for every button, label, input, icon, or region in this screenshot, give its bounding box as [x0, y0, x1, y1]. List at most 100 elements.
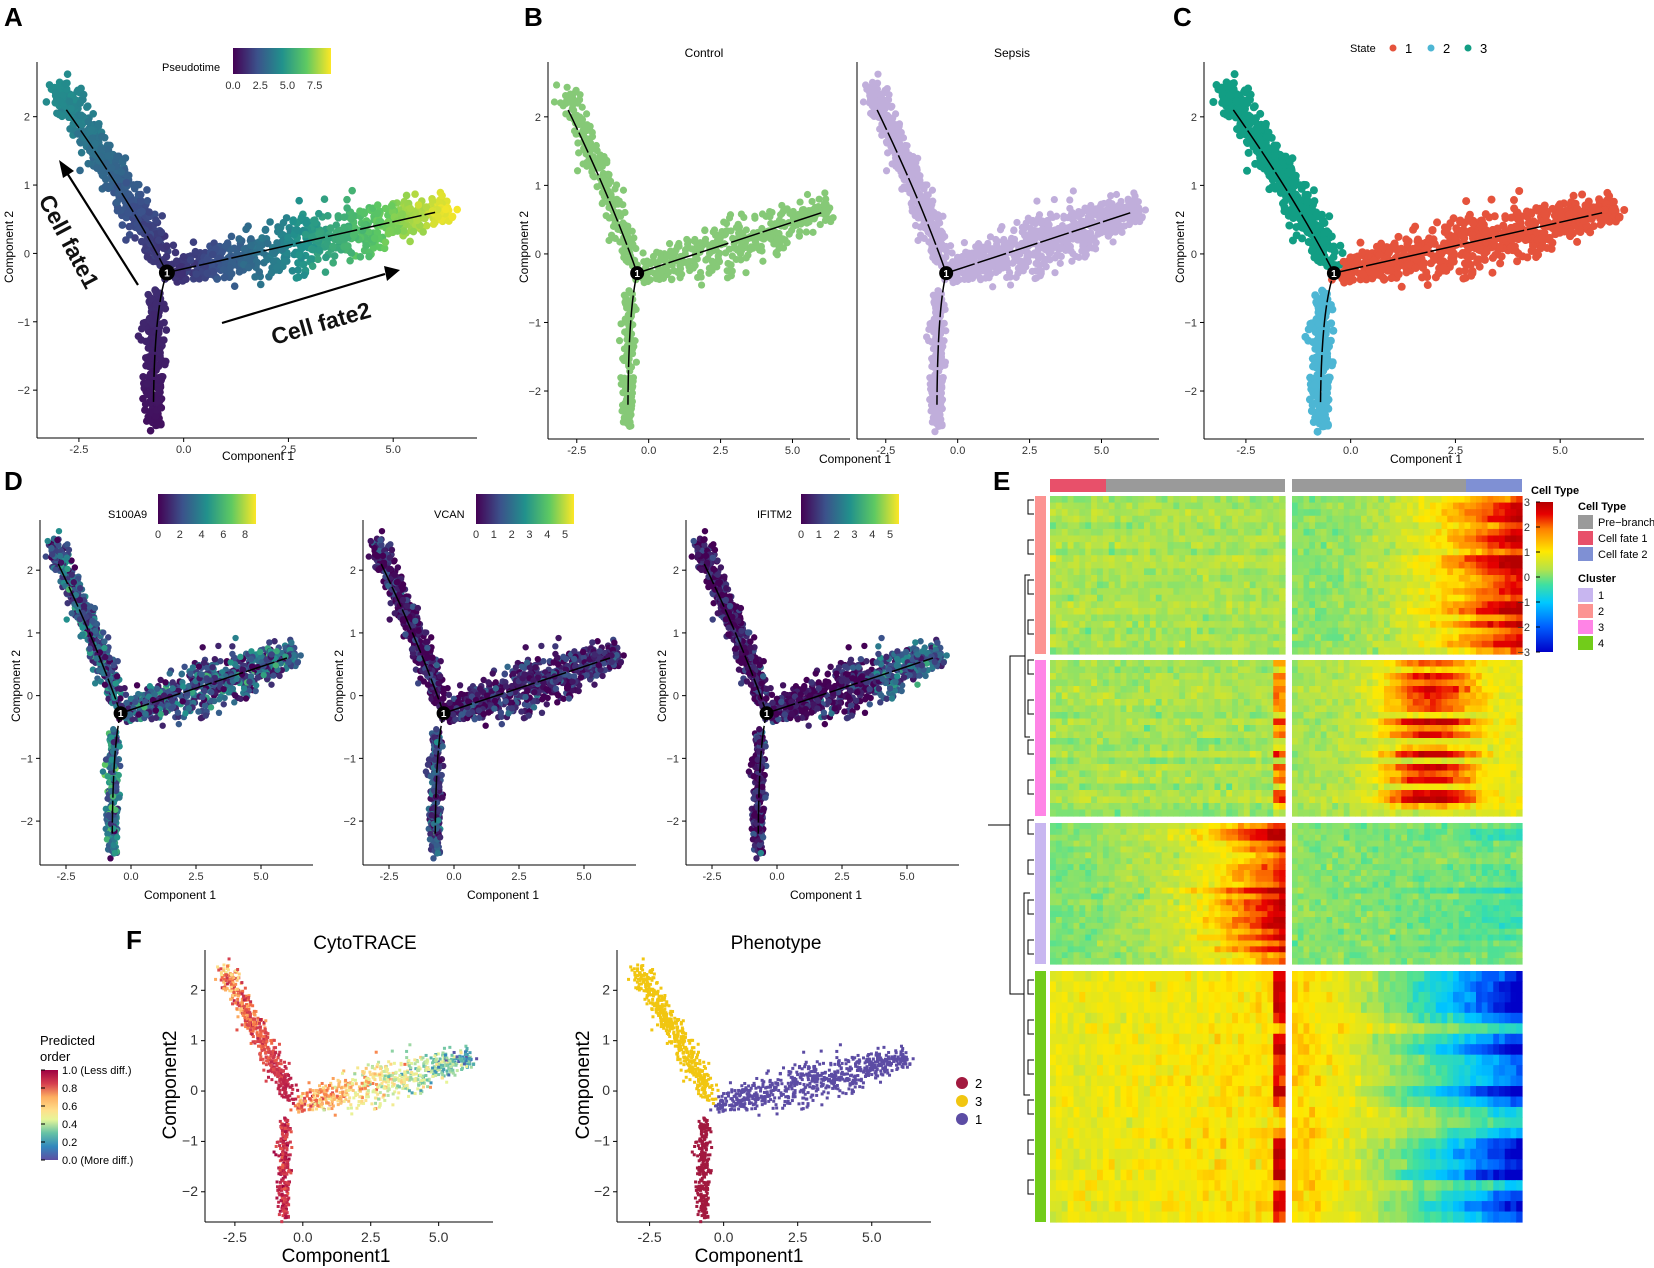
data-point [340, 213, 349, 221]
control-point [605, 214, 613, 222]
state-point [1303, 197, 1312, 206]
sepsis-point [999, 255, 1007, 264]
sepsis-point [942, 253, 950, 261]
state-point [1212, 81, 1221, 90]
sepsis-point [872, 80, 880, 88]
sepsis-point [1131, 192, 1139, 200]
state-point [1481, 210, 1490, 219]
sepsis-point [870, 112, 878, 121]
control-point [627, 422, 635, 430]
data-point [172, 257, 181, 265]
cell-fate2-arrowhead [384, 266, 400, 281]
data-point [121, 154, 130, 162]
sepsis-point [1005, 268, 1014, 277]
state-point [1346, 253, 1355, 262]
state-point [1244, 111, 1253, 120]
state-point [1462, 197, 1471, 206]
state-point [1328, 305, 1337, 314]
state-point [1307, 407, 1316, 416]
data-point [143, 196, 152, 205]
sepsis-point [1035, 261, 1044, 269]
control-point [799, 208, 808, 216]
data-point [227, 232, 236, 241]
state-point [1397, 282, 1406, 291]
state-point [1291, 209, 1300, 218]
data-point [157, 404, 166, 412]
state-point [1465, 244, 1474, 253]
state-point [1329, 253, 1338, 262]
control-point [720, 218, 728, 226]
state-point [1414, 241, 1423, 250]
data-point [131, 234, 139, 242]
data-point [171, 248, 180, 257]
data-point [293, 226, 302, 235]
data-point [323, 212, 332, 220]
state-point [1586, 228, 1595, 237]
data-point [141, 406, 149, 414]
control-point [772, 249, 780, 258]
panel-label-d: D [4, 466, 23, 496]
control-point [809, 228, 817, 236]
state-point [1243, 99, 1252, 108]
control-point [802, 228, 810, 236]
sepsis-point [934, 216, 943, 225]
data-point [230, 282, 239, 290]
state-point [1430, 239, 1439, 248]
sepsis-point [1081, 253, 1089, 261]
sepsis-point [1028, 267, 1036, 275]
state-point [1529, 242, 1538, 251]
data-point [135, 180, 143, 189]
x-tick-label: 0.0 [641, 445, 656, 457]
control-point [626, 407, 634, 415]
data-point [156, 349, 164, 357]
control-point [757, 242, 765, 250]
state-point [1289, 179, 1298, 188]
control-point [615, 197, 623, 205]
state-point [1329, 326, 1338, 335]
control-point [796, 198, 804, 206]
data-point [267, 268, 276, 277]
facet-title-control: Control [685, 46, 724, 60]
data-point [311, 218, 320, 227]
state-point [1573, 237, 1582, 246]
y-tick-label: 2 [24, 112, 30, 124]
control-point [725, 214, 734, 222]
data-point [298, 244, 306, 252]
sepsis-point [1046, 210, 1055, 218]
state-point [1209, 97, 1218, 106]
state-point [1578, 190, 1587, 199]
sepsis-point [925, 208, 933, 216]
state-point [1461, 251, 1470, 260]
data-point [58, 112, 66, 121]
state-point [1244, 148, 1253, 157]
data-point [97, 132, 106, 141]
state-point [1601, 213, 1610, 222]
control-point [632, 305, 640, 314]
sepsis-point [1000, 242, 1008, 250]
state-point [1288, 236, 1297, 245]
state-point [1225, 112, 1234, 121]
state-point [1256, 109, 1265, 118]
panel-b-y-label: Component 2 [517, 211, 531, 283]
sepsis-point [888, 118, 896, 126]
state-point [1320, 421, 1329, 430]
data-point [314, 209, 323, 218]
y-tick-label: 0 [1191, 249, 1197, 261]
data-point [320, 195, 329, 204]
data-point [273, 263, 281, 272]
control-point [733, 246, 742, 254]
state-point [1387, 274, 1396, 283]
sepsis-point [970, 270, 978, 278]
sepsis-point [1050, 195, 1058, 204]
y-tick-label: 1 [24, 180, 30, 192]
state-point [1478, 218, 1487, 227]
sepsis-point [929, 381, 937, 389]
y-tick-label: 0 [24, 248, 30, 260]
state-point [1428, 226, 1437, 235]
sepsis-point [982, 242, 991, 250]
y-tick-label: 2 [535, 112, 541, 124]
data-point [294, 266, 302, 274]
control-point [751, 212, 759, 220]
